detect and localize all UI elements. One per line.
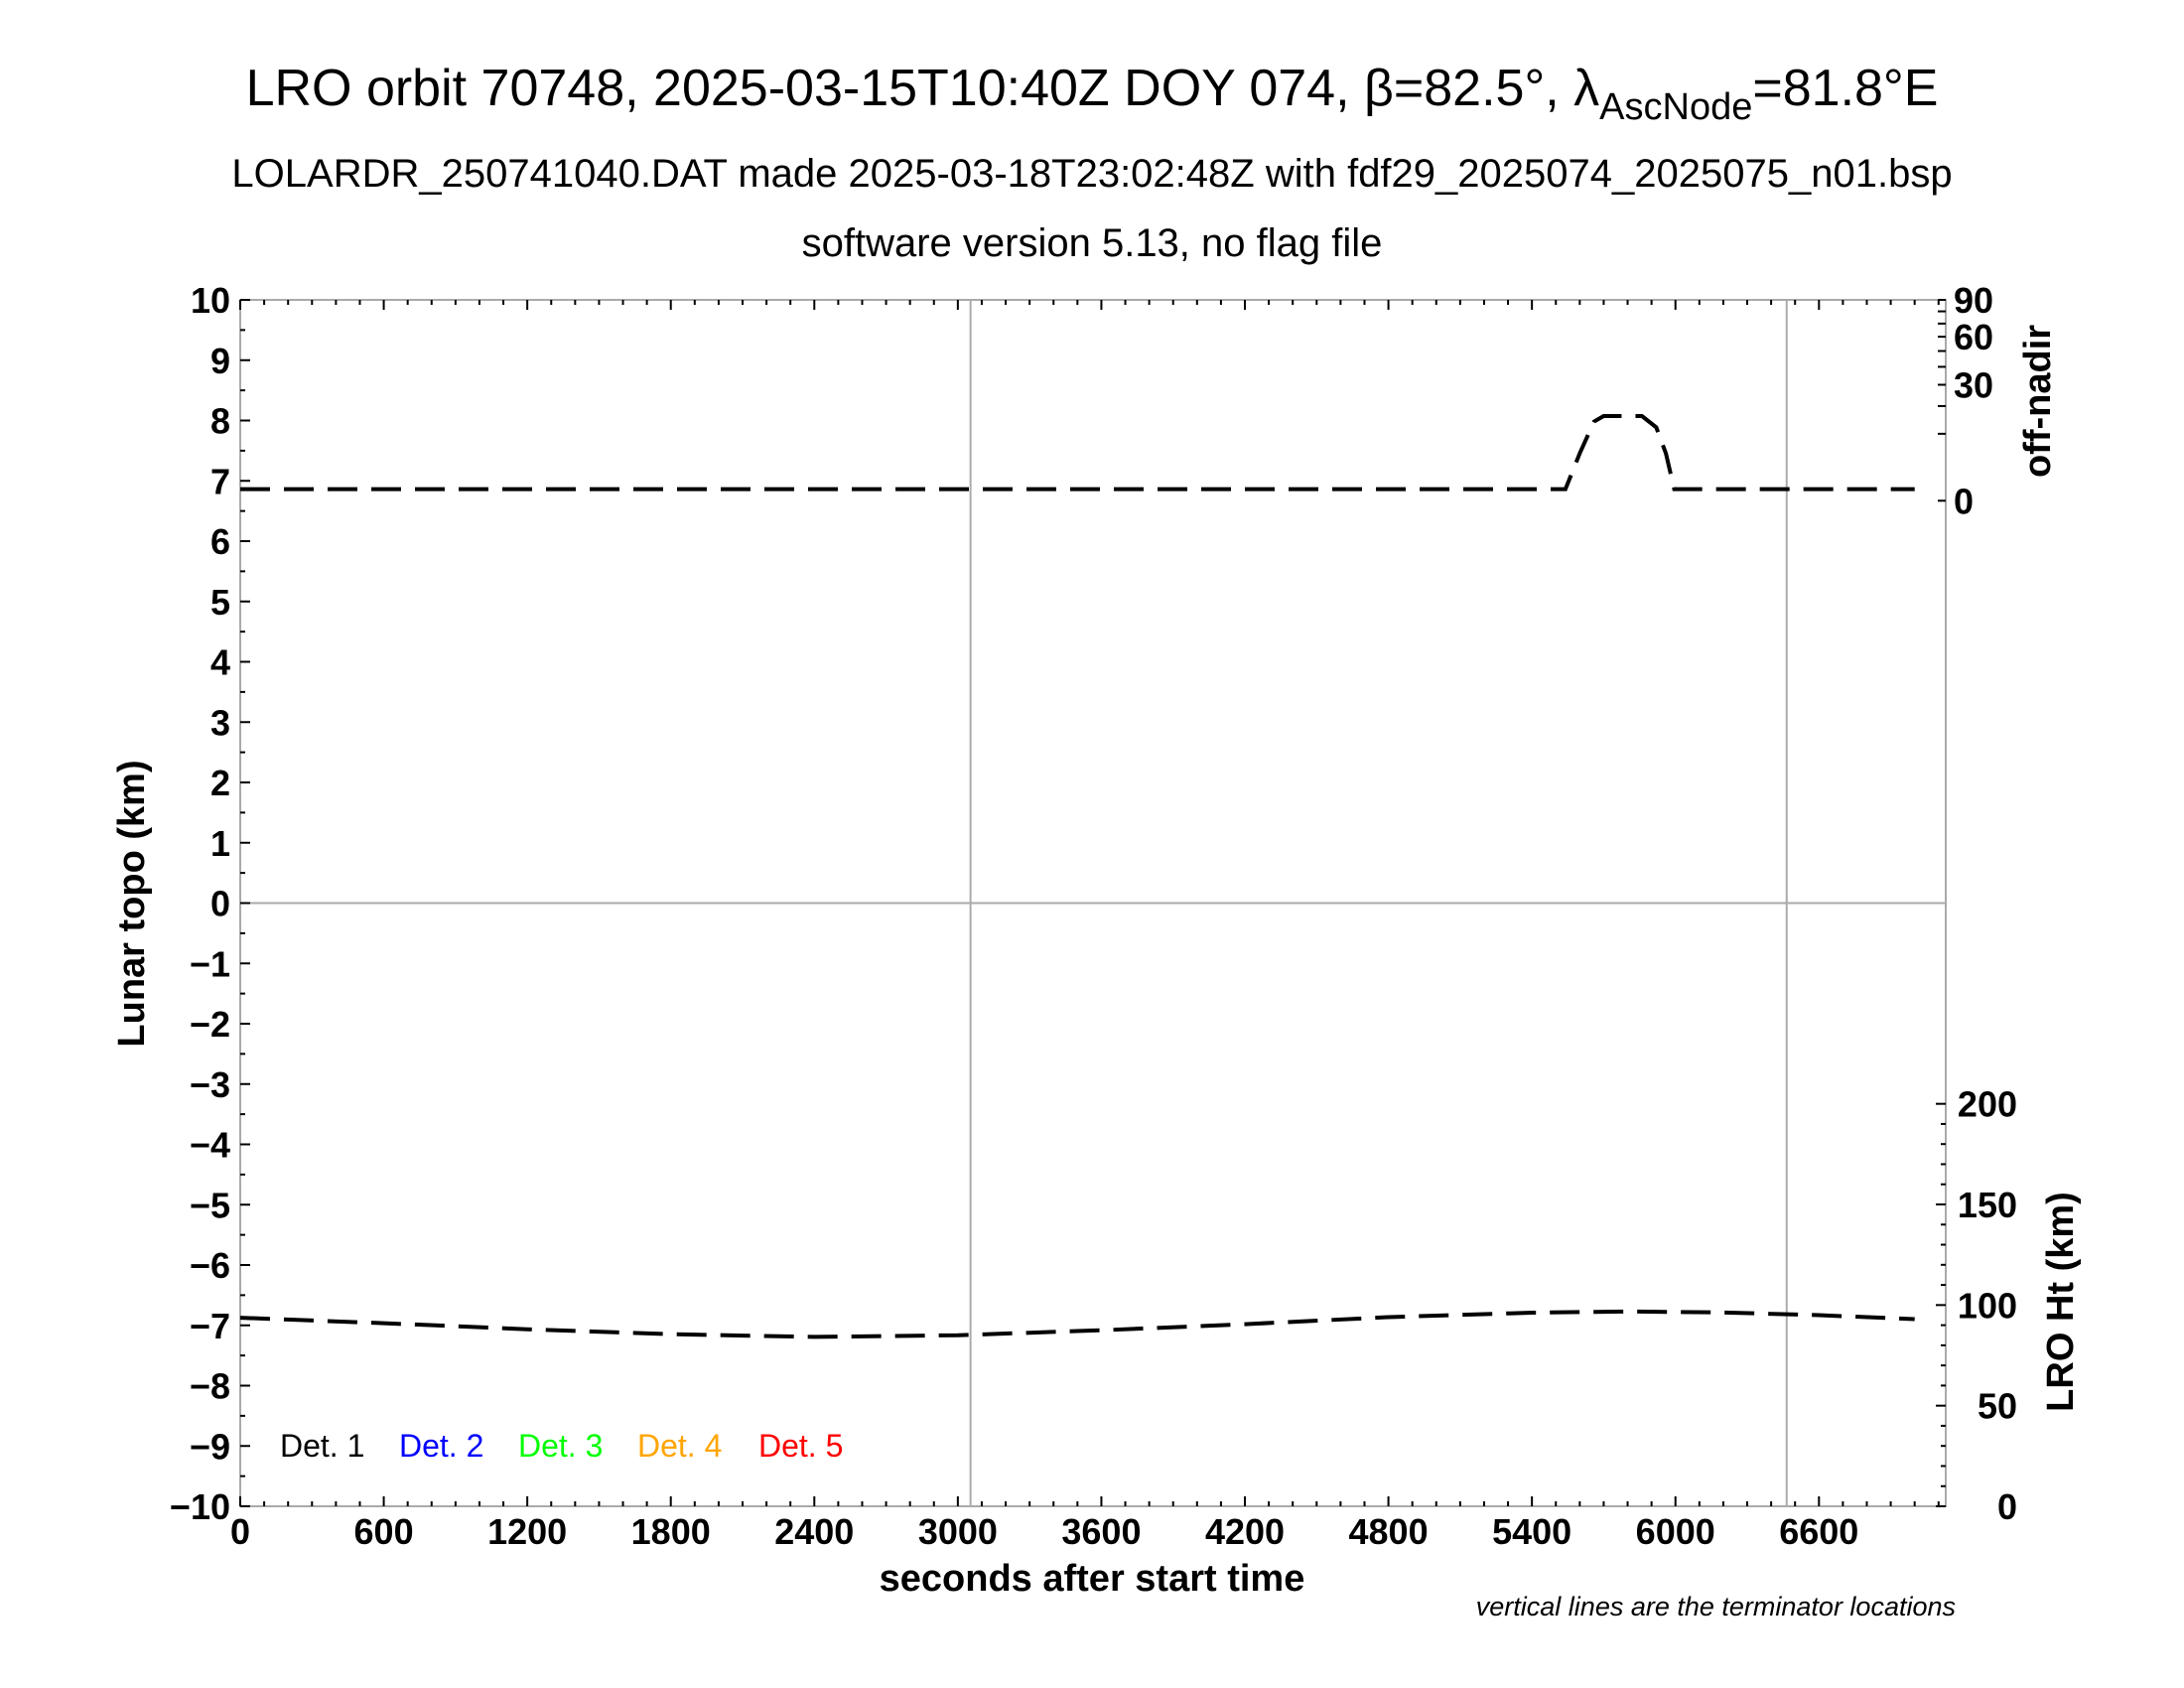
legend-entry: Det. 1: [280, 1428, 364, 1464]
y-tick-label: −9: [190, 1426, 230, 1467]
chart-subtitle: LOLARDR_250741040.DAT made 2025-03-18T23…: [231, 152, 1952, 196]
lro-height-tick-label: 200: [1958, 1084, 2017, 1125]
x-tick-label: 3600: [1061, 1511, 1141, 1552]
y-tick-label: 10: [191, 280, 230, 321]
legend-entry: Det. 4: [637, 1428, 722, 1464]
y-tick-label: 4: [210, 642, 230, 683]
y-tick-label: −4: [190, 1125, 230, 1166]
lro-height-tick-label: 50: [1978, 1386, 2017, 1427]
y-tick-label: 8: [210, 401, 230, 442]
y-tick-label: −8: [190, 1366, 230, 1407]
x-tick-label: 600: [354, 1511, 414, 1552]
chart-title: LRO orbit 70748, 2025-03-15T10:40Z DOY 0…: [246, 60, 1939, 128]
y-tick-label: 1: [210, 823, 230, 864]
x-tick-label: 4200: [1205, 1511, 1285, 1552]
lro-height-tick-label: 0: [1997, 1486, 2017, 1527]
x-tick-label: 1200: [487, 1511, 567, 1552]
off-nadir-tick-label: 0: [1954, 481, 1974, 521]
x-tick-label: 2400: [774, 1511, 854, 1552]
chart-subtitle-2: software version 5.13, no flag file: [802, 221, 1383, 265]
lro-height-tick-label: 100: [1958, 1285, 2017, 1326]
x-tick-label: 6000: [1636, 1511, 1715, 1552]
lro-height-tick-label: 150: [1958, 1185, 2017, 1225]
y-axis-label: Lunar topo (km): [111, 760, 153, 1047]
legend-entry: Det. 3: [518, 1428, 603, 1464]
y-tick-label: 0: [210, 884, 230, 924]
x-tick-label: 6600: [1779, 1511, 1858, 1552]
y-tick-label: 7: [210, 461, 230, 501]
y-tick-label: −10: [170, 1486, 230, 1527]
title-main: LRO orbit 70748, 2025-03-15T10:40Z DOY 0…: [246, 60, 1600, 117]
y-tick-label: 3: [210, 702, 230, 743]
y-tick-label: 5: [210, 582, 230, 623]
y-tick-label: −5: [190, 1185, 230, 1225]
x-axis-label: seconds after start time: [880, 1558, 1305, 1600]
y-tick-label: 2: [210, 763, 230, 803]
y-tick-label: 6: [210, 521, 230, 562]
y-tick-label: −3: [190, 1064, 230, 1105]
lro-height-axis-label: LRO Ht (km): [2040, 1192, 2082, 1412]
off-nadir-tick-label: 90: [1954, 280, 1993, 321]
y-tick-label: −7: [190, 1306, 230, 1346]
off-nadir-series-line: [240, 414, 1915, 492]
lro-height-series-line: [239, 1309, 1915, 1339]
y-tick-label: −2: [190, 1004, 230, 1045]
off-nadir-tick-label: 30: [1954, 365, 1993, 406]
x-tick-label: 3000: [918, 1511, 998, 1552]
title-subscript: AscNode: [1599, 86, 1752, 128]
legend-entry: Det. 5: [758, 1428, 843, 1464]
x-tick-label: 5400: [1492, 1511, 1571, 1552]
off-nadir-axis-label: off-nadir: [2017, 325, 2059, 478]
terminator-note: vertical lines are the terminator locati…: [1476, 1592, 1956, 1621]
plot-area: 0 600 1200 1800 2400 3000 3600 4200 4800 5400 6000…: [170, 280, 2017, 1552]
y-tick-label: 9: [210, 341, 230, 381]
y-tick-label: −1: [190, 943, 230, 984]
x-tick-label: 0: [230, 1511, 250, 1552]
x-tick-label: 1800: [631, 1511, 711, 1552]
off-nadir-tick-label: 60: [1954, 317, 1993, 357]
title-end: =81.8°E: [1752, 60, 1938, 117]
y-tick-label: −6: [190, 1245, 230, 1286]
legend-entry: Det. 2: [399, 1428, 483, 1464]
x-tick-label: 4800: [1349, 1511, 1429, 1552]
